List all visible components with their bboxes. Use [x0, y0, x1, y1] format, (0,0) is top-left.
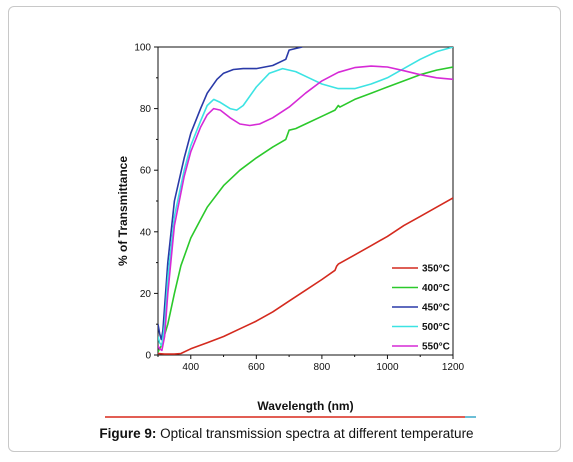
- x-tick-label: 1000: [376, 362, 399, 373]
- y-tick-label: 80: [140, 104, 152, 115]
- series-line-4: [158, 65, 453, 352]
- series-line-0: [158, 197, 453, 355]
- x-tick-label: 400: [182, 362, 199, 373]
- caption-label: Figure 9:: [99, 426, 157, 441]
- y-tick-label: 60: [140, 166, 152, 177]
- plot-area: 400 600 800 1000 1200 0 20 40 60 80 100 Wavelength …: [116, 43, 465, 414]
- figure-frame: [8, 6, 561, 452]
- legend-label: 550°C: [422, 342, 450, 353]
- y-tick-label: 0: [145, 351, 151, 362]
- series-line-3: [158, 47, 453, 347]
- legend-label: 400°C: [422, 283, 450, 294]
- legend-label: 500°C: [422, 322, 450, 333]
- y-axis-title: % of Transmittance: [116, 156, 130, 266]
- caption-text: Optical transmission spectra at differen…: [156, 426, 474, 441]
- y-tick-label: 20: [140, 289, 152, 300]
- y-tick-label: 40: [140, 227, 152, 238]
- x-tick-label: 600: [248, 362, 265, 373]
- x-tick-label: 800: [314, 362, 331, 373]
- legend-label: 450°C: [422, 303, 450, 314]
- y-tick-label: 100: [134, 43, 151, 54]
- figure-caption: Figure 9: Optical transmission spectra a…: [0, 426, 573, 441]
- series-line-1: [158, 66, 453, 353]
- series-line-2: [158, 47, 303, 341]
- x-axis-title: Wavelength (nm): [257, 399, 353, 413]
- x-tick-label: 1200: [442, 362, 465, 373]
- legend-label: 350°C: [422, 264, 450, 275]
